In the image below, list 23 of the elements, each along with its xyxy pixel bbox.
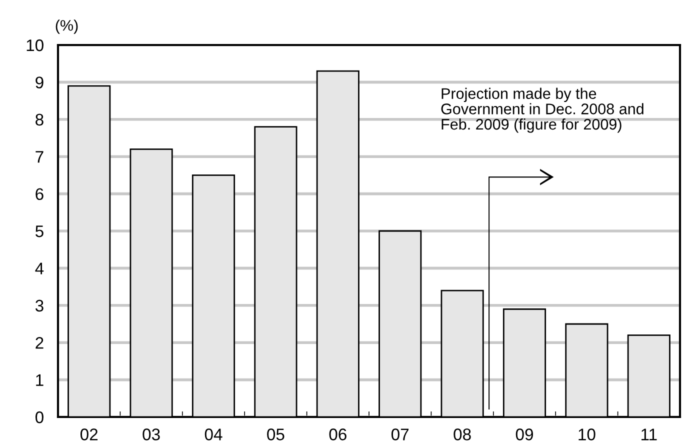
y-axis-title: (%) <box>56 20 78 34</box>
y-tick-label: 10 <box>26 39 44 52</box>
y-tick-label: 5 <box>36 226 44 238</box>
y-tick-label: 7 <box>36 151 44 163</box>
x-tick-label: 04 <box>204 428 222 440</box>
x-tick-label: 05 <box>267 428 284 440</box>
x-tick-label: 11 <box>642 428 657 440</box>
x-tick-label: 03 <box>142 428 160 440</box>
x-tick-label: 07 <box>391 428 409 440</box>
x-tick-label: 10 <box>578 428 596 440</box>
y-tick-label: 3 <box>35 300 44 312</box>
y-tick-label: 8 <box>36 114 44 126</box>
y-tick-label: 2 <box>36 337 44 349</box>
x-tick-label: 08 <box>454 428 471 440</box>
x-tick-label: 09 <box>516 428 533 440</box>
y-tick-label: 0 <box>35 411 44 424</box>
y-tick-label: 6 <box>36 188 44 200</box>
y-tick-label: 9 <box>36 76 44 88</box>
annotation: Projection made by the Government in Dec. 2008 and Feb. 2009 (figure for 2009) <box>441 88 644 133</box>
y-tick-label: 1 <box>36 374 44 386</box>
x-tick-label: 06 <box>329 428 346 440</box>
x-tick-label: 02 <box>80 428 98 440</box>
y-tick-label: 4 <box>35 262 44 274</box>
